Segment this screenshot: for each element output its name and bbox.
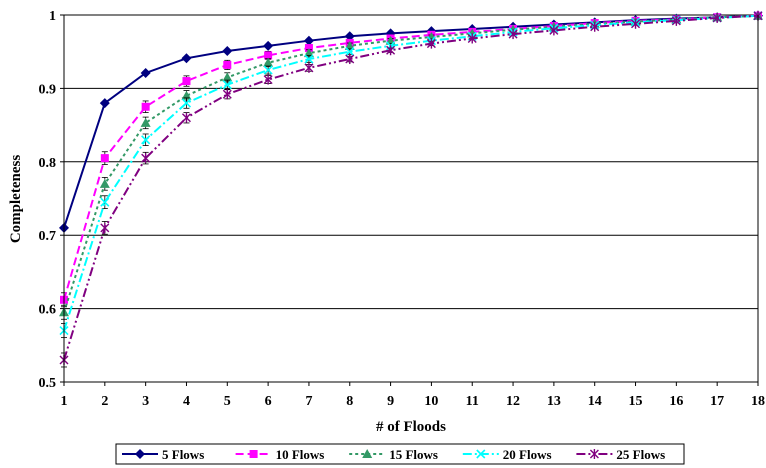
data-point <box>426 38 436 49</box>
data-point <box>345 47 355 57</box>
y-tick-label: 1 <box>49 9 56 24</box>
x-tick-label: 3 <box>142 394 149 409</box>
data-point <box>303 35 314 46</box>
data-point <box>345 54 355 65</box>
x-tick-label: 17 <box>710 394 724 409</box>
x-tick-label: 16 <box>669 394 683 409</box>
data-point <box>263 40 274 51</box>
x-tick-label: 6 <box>265 394 272 409</box>
data-point <box>467 33 477 44</box>
legend-item: 10 Flows <box>235 447 325 462</box>
y-tick-label: 0.6 <box>39 303 57 318</box>
series-15-flows <box>59 10 763 320</box>
series-line <box>63 14 759 313</box>
x-tick-label: 5 <box>224 394 231 409</box>
x-tick-label: 7 <box>305 394 312 409</box>
data-point <box>222 45 233 56</box>
legend-label: 5 Flows <box>162 447 204 462</box>
data-point <box>590 21 600 32</box>
data-point <box>362 449 373 458</box>
data-point <box>508 29 518 40</box>
x-tick-label: 13 <box>547 394 561 409</box>
data-point <box>304 44 313 53</box>
data-point <box>182 77 191 86</box>
x-tick-label: 12 <box>506 394 520 409</box>
data-point <box>99 98 110 109</box>
legend-label: 20 Flows <box>503 447 552 462</box>
x-tick-label: 2 <box>101 394 108 409</box>
axes <box>60 14 759 386</box>
x-tick-label: 10 <box>424 394 438 409</box>
data-point <box>304 54 314 64</box>
legend-item: 15 Flows <box>349 447 438 462</box>
data-point <box>344 40 355 50</box>
data-point <box>181 53 192 64</box>
x-tick-label: 8 <box>346 394 353 409</box>
data-point <box>304 62 314 73</box>
data-point <box>99 178 110 188</box>
x-tick-labels: 1 2 3 4 5 6 7 8 9 10 11 12 13 14 15 16 17 18 <box>61 394 766 409</box>
series-line <box>63 14 759 361</box>
data-point <box>135 449 145 459</box>
data-point <box>263 65 273 75</box>
x-tick-label: 15 <box>629 394 643 409</box>
data-point <box>100 154 109 163</box>
y-tick-labels: 0.5 0.6 0.7 0.8 0.9 1 <box>39 9 57 391</box>
data-point <box>264 51 273 60</box>
legend-label: 25 Flows <box>616 447 665 462</box>
data-point <box>141 153 151 164</box>
series-25-flows <box>59 10 763 368</box>
x-axis-label: # of Floods <box>376 419 446 435</box>
data-point <box>549 25 559 36</box>
data-point <box>140 67 151 78</box>
y-tick-label: 0.9 <box>39 82 57 97</box>
data-point <box>100 222 110 233</box>
legend-label: 15 Flows <box>389 447 438 462</box>
legend-item: 5 Flows <box>122 447 204 462</box>
legend-item: 25 Flows <box>576 447 665 462</box>
data-point <box>671 15 681 26</box>
data-point <box>141 135 151 145</box>
y-tick-label: 0.7 <box>39 229 57 244</box>
x-tick-label: 9 <box>387 394 394 409</box>
data-point <box>589 449 599 459</box>
data-point <box>631 18 641 29</box>
data-point <box>222 72 233 82</box>
series-layer <box>59 10 763 368</box>
y-tick-label: 0.5 <box>39 376 57 391</box>
series-10-flows <box>60 11 762 308</box>
data-point <box>181 112 191 123</box>
x-tick-label: 4 <box>183 394 190 409</box>
data-point <box>181 98 192 108</box>
data-point <box>263 57 274 67</box>
legend-label: 10 Flows <box>276 447 325 462</box>
data-point <box>141 102 150 111</box>
data-point <box>303 48 314 58</box>
x-tick-label: 11 <box>466 394 479 409</box>
data-point <box>476 449 486 459</box>
y-tick-label: 0.8 <box>39 156 57 171</box>
legend: 5 Flows 10 Flows 15 Flows 20 Flows 25 Flows <box>115 443 685 465</box>
gridlines <box>64 14 758 310</box>
x-tick-label: 18 <box>751 394 765 409</box>
data-point <box>344 31 355 42</box>
series-20-flows <box>59 11 763 339</box>
data-point <box>263 74 273 85</box>
data-point <box>249 450 258 458</box>
data-point <box>222 80 232 90</box>
data-point <box>223 60 232 69</box>
data-point <box>712 12 722 23</box>
x-tick-label: 1 <box>61 394 68 409</box>
series-line <box>63 14 759 301</box>
x-tick-label: 14 <box>588 394 602 409</box>
series-line <box>63 14 759 331</box>
data-point <box>100 197 110 207</box>
legend-box <box>115 443 685 465</box>
legend-item: 20 Flows <box>462 447 552 462</box>
data-point <box>386 45 396 56</box>
data-point <box>140 117 151 127</box>
data-point <box>222 89 232 100</box>
y-axis-label: Completeness <box>8 155 24 243</box>
